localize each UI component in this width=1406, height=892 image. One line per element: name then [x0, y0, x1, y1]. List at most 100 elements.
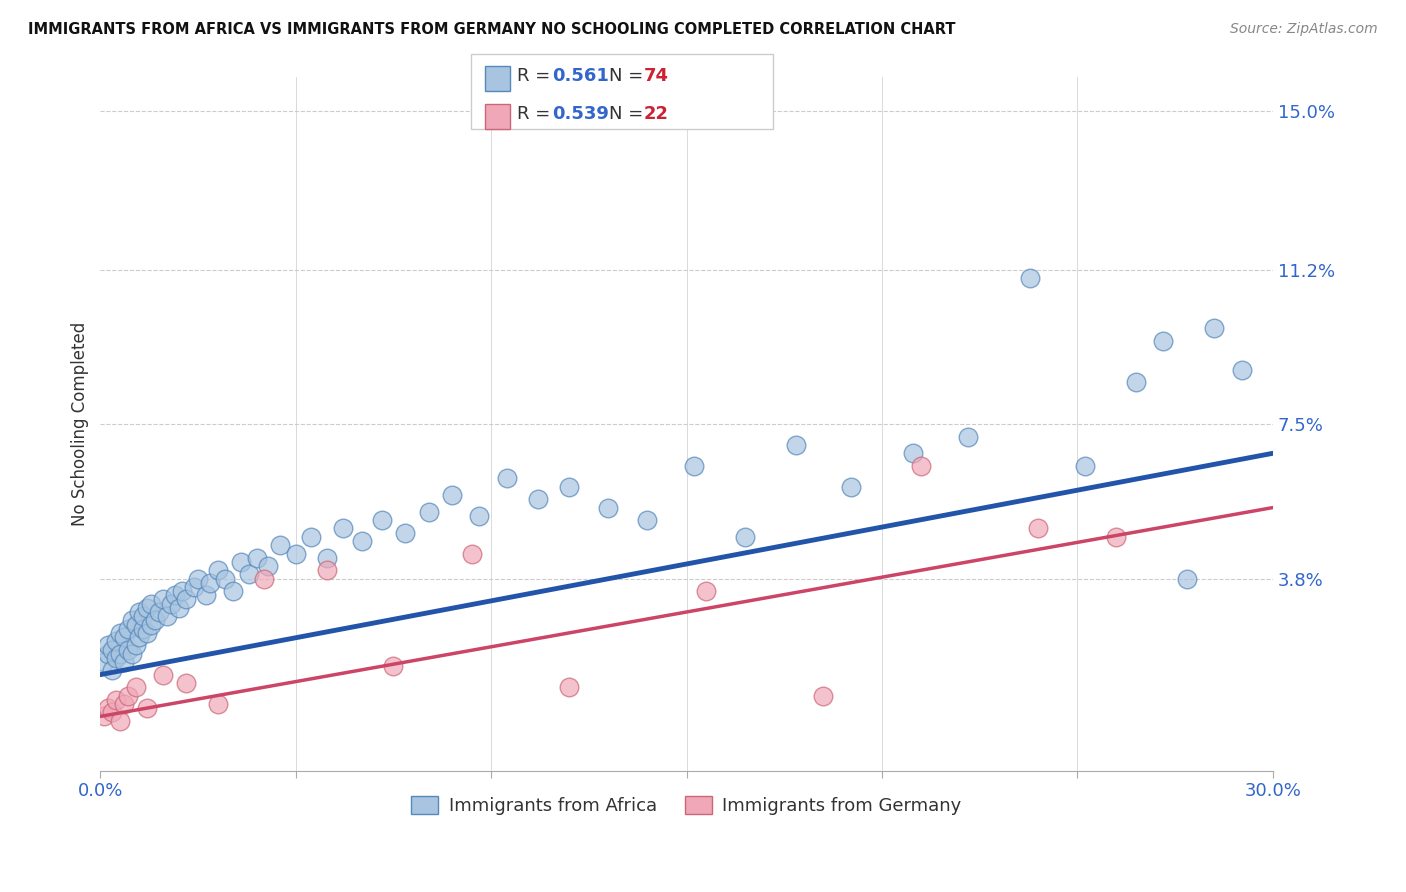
Point	[108, 647, 131, 661]
Point	[108, 714, 131, 728]
Point	[1074, 458, 1097, 473]
Point	[148, 605, 170, 619]
Point	[101, 642, 124, 657]
Point	[117, 642, 139, 657]
Point	[207, 563, 229, 577]
Text: N =: N =	[609, 67, 648, 85]
Legend: Immigrants from Africa, Immigrants from Germany: Immigrants from Africa, Immigrants from …	[402, 787, 970, 824]
Text: R =: R =	[517, 67, 557, 85]
Point	[194, 588, 217, 602]
Point	[352, 534, 374, 549]
Point	[269, 538, 291, 552]
Point	[121, 647, 143, 661]
Point	[1152, 334, 1174, 348]
Point	[117, 622, 139, 636]
Point	[734, 530, 756, 544]
Point	[903, 446, 925, 460]
Point	[371, 513, 394, 527]
Point	[382, 659, 405, 673]
Point	[156, 609, 179, 624]
Y-axis label: No Schooling Completed: No Schooling Completed	[72, 322, 89, 526]
Point	[141, 597, 163, 611]
Point	[495, 471, 517, 485]
Text: Source: ZipAtlas.com: Source: ZipAtlas.com	[1230, 22, 1378, 37]
Point	[683, 458, 706, 473]
Point	[136, 626, 159, 640]
Point	[558, 480, 581, 494]
Point	[813, 689, 835, 703]
Point	[441, 488, 464, 502]
Point	[124, 617, 146, 632]
Point	[132, 622, 155, 636]
Text: 0.539: 0.539	[553, 105, 609, 123]
Point	[112, 697, 135, 711]
Point	[284, 547, 307, 561]
Text: IMMIGRANTS FROM AFRICA VS IMMIGRANTS FROM GERMANY NO SCHOOLING COMPLETED CORRELA: IMMIGRANTS FROM AFRICA VS IMMIGRANTS FRO…	[28, 22, 956, 37]
Point	[141, 617, 163, 632]
Point	[785, 438, 807, 452]
Point	[112, 630, 135, 644]
Point	[132, 609, 155, 624]
Point	[598, 500, 620, 515]
Point	[1026, 521, 1049, 535]
Point	[238, 567, 260, 582]
Point	[1175, 572, 1198, 586]
Point	[253, 572, 276, 586]
Point	[839, 480, 862, 494]
Point	[124, 639, 146, 653]
Point	[124, 680, 146, 694]
Point	[104, 651, 127, 665]
Point	[468, 508, 491, 523]
Point	[108, 626, 131, 640]
Point	[214, 572, 236, 586]
Point	[418, 505, 440, 519]
Point	[316, 563, 339, 577]
Point	[183, 580, 205, 594]
Point	[104, 692, 127, 706]
Point	[299, 530, 322, 544]
Point	[104, 634, 127, 648]
Point	[101, 705, 124, 719]
Text: 22: 22	[644, 105, 669, 123]
Point	[152, 667, 174, 681]
Point	[176, 592, 198, 607]
Point	[257, 559, 280, 574]
Point	[246, 550, 269, 565]
Point	[222, 584, 245, 599]
Text: R =: R =	[517, 105, 557, 123]
Point	[207, 697, 229, 711]
Point	[394, 525, 416, 540]
Point	[460, 547, 482, 561]
Point	[167, 600, 190, 615]
Point	[172, 584, 194, 599]
Point	[1204, 321, 1226, 335]
Text: 0.561: 0.561	[553, 67, 609, 85]
Point	[163, 588, 186, 602]
Point	[97, 701, 120, 715]
Point	[187, 572, 209, 586]
Point	[143, 613, 166, 627]
Point	[637, 513, 659, 527]
Point	[128, 630, 150, 644]
Point	[956, 429, 979, 443]
Point	[117, 689, 139, 703]
Point	[97, 647, 120, 661]
Point	[93, 709, 115, 723]
Point	[332, 521, 354, 535]
Point	[159, 597, 181, 611]
Point	[527, 492, 550, 507]
Point	[152, 592, 174, 607]
Point	[112, 655, 135, 669]
Point	[316, 550, 339, 565]
Point	[97, 639, 120, 653]
Point	[1125, 376, 1147, 390]
Point	[1019, 271, 1042, 285]
Text: N =: N =	[609, 105, 648, 123]
Point	[558, 680, 581, 694]
Point	[136, 600, 159, 615]
Point	[128, 605, 150, 619]
Point	[1105, 530, 1128, 544]
Point	[101, 664, 124, 678]
Point	[136, 701, 159, 715]
Point	[695, 584, 717, 599]
